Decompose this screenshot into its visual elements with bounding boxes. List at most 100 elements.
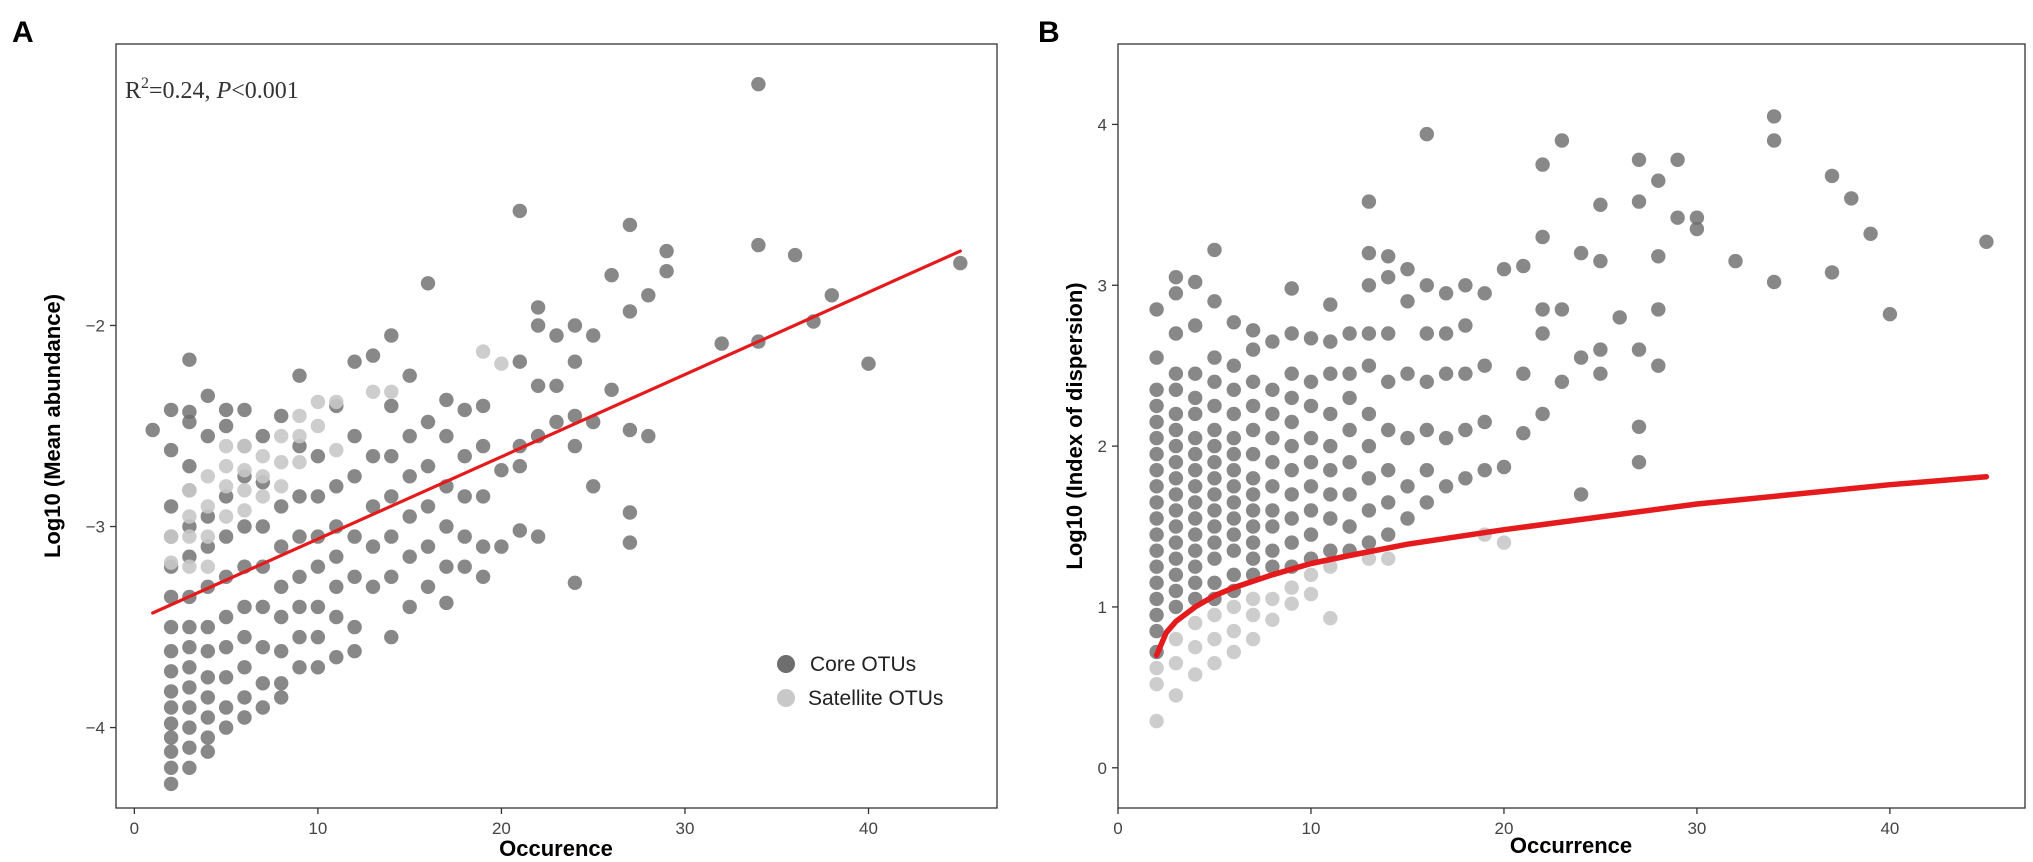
core-otu-point: [1226, 511, 1242, 526]
core-otu-point: [384, 449, 399, 464]
core-otu-point: [182, 404, 197, 420]
satellite-otu-point: [1207, 607, 1222, 623]
core-otu-point: [512, 203, 527, 219]
satellite-otu-point: [218, 459, 234, 474]
core-otu-point: [1284, 390, 1299, 406]
core-otu-point: [1226, 315, 1242, 330]
core-otu-point: [512, 523, 527, 538]
core-otu-point: [1265, 559, 1280, 574]
core-otu-point: [1245, 422, 1261, 438]
core-otu-point: [365, 499, 381, 514]
core-otu-point: [1226, 495, 1242, 510]
core-otu-point: [182, 352, 197, 367]
core-otu-point: [182, 760, 197, 775]
core-otu-point: [1323, 438, 1338, 454]
core-otu-point: [1188, 511, 1203, 526]
core-otu-point: [494, 463, 509, 478]
core-otu-point: [292, 660, 307, 675]
core-otu-point: [1188, 446, 1203, 462]
core-otu-point: [1361, 406, 1377, 422]
legend-core-label: Core OTUs: [810, 653, 916, 676]
core-otu-point: [1612, 310, 1627, 325]
satellite-otu-point: [1226, 623, 1242, 639]
satellite-otu-point: [1188, 640, 1203, 655]
x-tick-label: 20: [492, 819, 511, 838]
satellite-otu-point: [1149, 713, 1164, 729]
panel-a: A 0 10 20 30 40 −4 −3 −2 Occurence Log10 (Mean…: [12, 16, 998, 861]
core-otu-point: [182, 414, 197, 430]
core-otu-point: [384, 569, 399, 584]
core-otu-point: [1419, 422, 1435, 438]
core-otu-point: [292, 529, 307, 544]
core-otu-point: [1265, 382, 1280, 397]
satellite-otu-point: [1168, 631, 1184, 647]
core-otu-point: [439, 559, 454, 574]
core-otu-point: [1168, 422, 1184, 438]
satellite-otu-point: [1284, 580, 1299, 595]
core-otu-point: [1149, 575, 1164, 590]
core-otu-point: [218, 418, 234, 434]
core-otu-point: [1168, 382, 1184, 397]
panel-b-y-axis: 0 1 2 3 4: [1098, 115, 1118, 778]
legend-satellite-label: Satellite OTUs: [808, 687, 943, 710]
core-otu-point: [1188, 463, 1203, 478]
core-otu-point: [622, 505, 638, 520]
core-otu-point: [384, 398, 399, 414]
y-tick-label: 2: [1098, 437, 1107, 456]
core-otu-point: [1284, 463, 1299, 478]
core-otu-point: [1554, 133, 1570, 148]
core-otu-point: [1265, 455, 1280, 470]
core-otu-point: [714, 336, 729, 351]
core-otu-point: [1651, 249, 1666, 264]
core-otu-point: [329, 479, 344, 494]
core-otu-point: [292, 569, 307, 584]
core-otu-point: [1863, 226, 1878, 241]
core-otu-point: [1207, 422, 1222, 438]
core-otu-point: [1149, 511, 1164, 526]
core-otu-point: [1188, 406, 1203, 422]
core-otu-point: [1323, 487, 1338, 502]
panel-b-frame: [1117, 43, 2026, 809]
x-tick-label: 30: [676, 819, 695, 838]
legend-satellite-swatch: [777, 689, 795, 707]
core-otu-point: [530, 300, 546, 315]
core-otu-point: [1168, 366, 1184, 381]
core-otu-point: [1593, 197, 1608, 212]
core-otu-point: [1419, 278, 1435, 293]
core-otu-point: [1535, 326, 1550, 341]
core-otu-point: [567, 318, 583, 333]
core-otu-point: [1265, 519, 1280, 534]
core-otu-point: [1477, 463, 1492, 478]
core-otu-point: [1149, 382, 1164, 397]
core-otu-point: [1689, 221, 1705, 237]
core-otu-point: [1361, 503, 1377, 518]
core-otu-point: [1496, 262, 1512, 277]
core-otu-point: [1361, 471, 1377, 486]
core-otu-point: [1226, 406, 1242, 422]
core-otu-point: [549, 378, 564, 393]
core-otu-point: [1149, 479, 1164, 494]
null-model-curve: [1153, 473, 1990, 658]
core-otu-point: [1381, 495, 1396, 510]
core-otu-point: [237, 599, 252, 615]
satellite-otu-point: [494, 356, 509, 371]
core-otu-point: [237, 629, 252, 645]
core-otu-point: [1438, 286, 1454, 301]
core-otu-point: [1400, 294, 1415, 309]
core-otu-point: [218, 529, 234, 544]
core-otu-point: [182, 660, 197, 675]
satellite-otu-point: [329, 394, 344, 410]
core-otu-point: [1168, 583, 1184, 599]
core-otu-point: [182, 740, 197, 755]
core-otu-point: [1419, 126, 1435, 142]
core-otu-point: [1824, 168, 1840, 184]
core-otu-point: [1284, 326, 1299, 341]
core-otu-point: [1245, 446, 1261, 462]
core-otu-point: [1631, 342, 1647, 357]
core-otu-point: [1188, 543, 1203, 558]
x-tick-label: 40: [859, 819, 878, 838]
core-otu-point: [255, 700, 270, 715]
core-otu-point: [1631, 152, 1647, 167]
satellite-otu-point: [1245, 631, 1261, 647]
